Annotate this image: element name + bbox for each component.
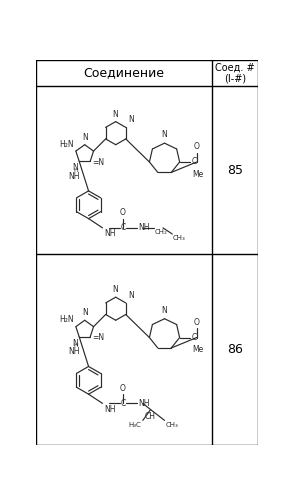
Text: NH: NH (138, 224, 150, 232)
Text: N: N (82, 308, 88, 317)
Text: H₃C: H₃C (129, 422, 141, 428)
Text: =N: =N (92, 158, 105, 166)
Text: C: C (192, 158, 197, 166)
Text: H₂N: H₂N (59, 316, 73, 324)
Text: 86: 86 (227, 343, 243, 356)
Text: Соед. #
(I-#): Соед. # (I-#) (215, 62, 255, 84)
Text: N: N (112, 110, 118, 118)
Text: 85: 85 (227, 164, 243, 176)
Text: CH₂: CH₂ (154, 228, 167, 234)
Text: O: O (194, 318, 200, 327)
Text: Me: Me (192, 170, 203, 178)
Text: C: C (192, 333, 197, 342)
Text: NH: NH (69, 347, 80, 356)
Text: CH₃: CH₃ (166, 422, 179, 428)
Text: N: N (72, 163, 78, 172)
Text: =N: =N (92, 333, 105, 342)
Text: H₂N: H₂N (59, 140, 73, 149)
Text: CH₃: CH₃ (173, 235, 186, 241)
Text: N: N (112, 285, 118, 294)
Text: N: N (162, 306, 167, 315)
Text: NH: NH (69, 172, 80, 180)
Text: NH: NH (138, 399, 150, 408)
Text: O: O (194, 142, 200, 151)
Text: Me: Me (192, 345, 203, 354)
Text: Соединение: Соединение (83, 66, 164, 80)
Text: H: H (73, 168, 78, 172)
Text: NH: NH (104, 405, 116, 414)
Text: C: C (120, 224, 126, 232)
Text: O: O (120, 208, 126, 217)
Text: N: N (162, 130, 167, 140)
Text: H: H (73, 343, 78, 348)
Text: N: N (72, 338, 78, 347)
Text: CH: CH (145, 412, 156, 421)
Text: N: N (128, 291, 134, 300)
Text: O: O (120, 384, 126, 392)
Text: NH: NH (104, 230, 116, 238)
Text: N: N (82, 132, 88, 141)
Text: N: N (128, 116, 134, 124)
Text: C: C (120, 399, 126, 408)
